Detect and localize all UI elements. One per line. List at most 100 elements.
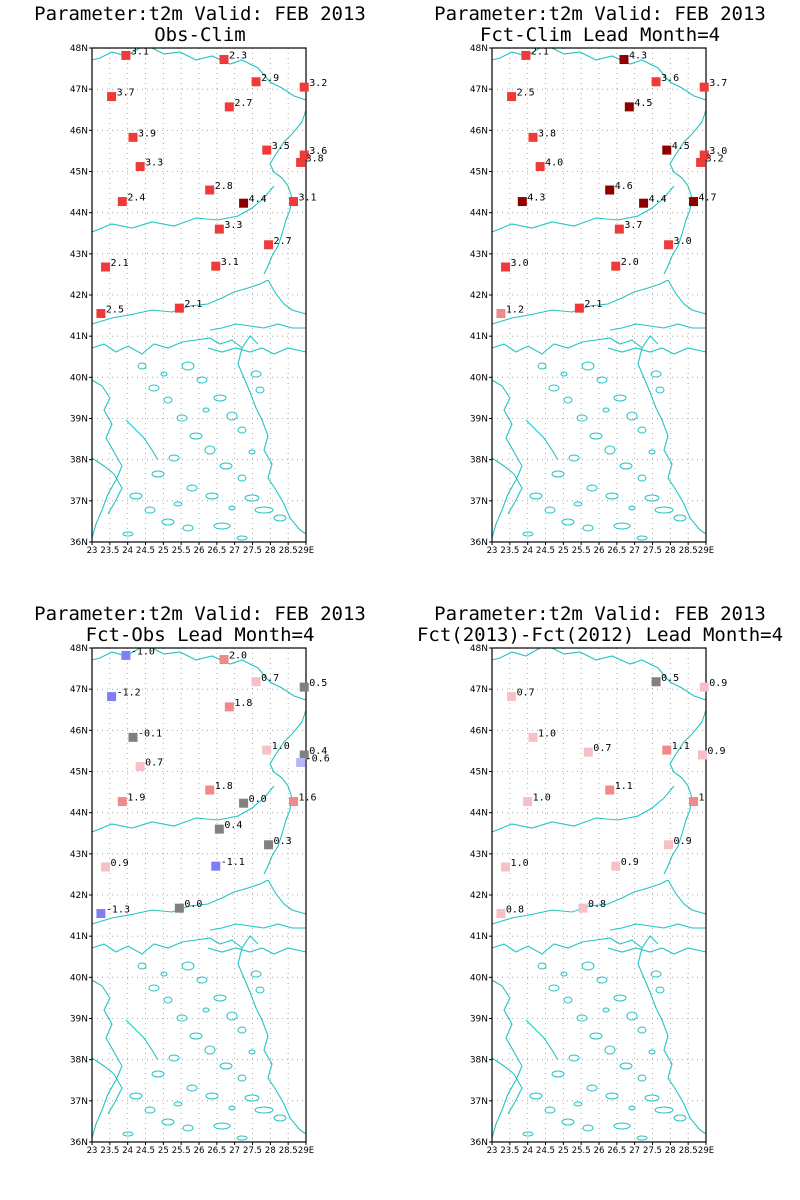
island [237, 1074, 247, 1082]
island [654, 506, 674, 514]
x-tick-label: 24.5 [536, 1146, 555, 1156]
island [628, 505, 636, 511]
station-marker [299, 82, 309, 92]
y-tick-label: 41N [70, 332, 88, 342]
island [544, 1106, 556, 1114]
island [673, 1114, 687, 1122]
station-value-label: 1.0 [272, 741, 290, 752]
station-value-label: 2.1 [531, 46, 549, 57]
island [129, 492, 143, 500]
coastline [91, 1057, 123, 1115]
station-value-label: 4.4 [649, 194, 667, 205]
coastline [267, 879, 307, 915]
map-canvas: 48N47N46N45N44N43N42N41N40N39N38N37N36N2… [470, 644, 727, 1156]
y-tick-label: 38N [470, 456, 488, 466]
coastline [491, 47, 707, 101]
station-marker [507, 92, 517, 102]
x-tick-label: 25 [158, 1146, 169, 1156]
station-value-label: 3.8 [538, 128, 556, 139]
x-tick-label: 27.5 [243, 1146, 262, 1156]
x-tick-label: 27 [629, 1146, 640, 1156]
station-value-label: 3.0 [511, 258, 529, 269]
station-marker [219, 655, 229, 665]
station-marker [128, 732, 138, 742]
x-tick-label: 25.5 [572, 546, 591, 556]
x-tick-label: 28.5 [279, 1146, 298, 1156]
station-marker [299, 150, 309, 160]
island [144, 506, 156, 514]
map-canvas: 48N47N46N45N44N43N42N41N40N39N38N37N36N2… [470, 44, 727, 556]
island [189, 432, 203, 440]
station-marker [528, 132, 538, 142]
station-value-label: 3.1 [221, 257, 239, 268]
island [522, 531, 534, 537]
x-tick-label: 26.5 [207, 546, 226, 556]
station-marker [583, 747, 593, 757]
x-tick-label: 25 [158, 546, 169, 556]
y-tick-label: 39N [70, 415, 88, 425]
y-tick-label: 44N [70, 809, 88, 819]
y-tick-label: 38N [70, 456, 88, 466]
station-value-label: 4.3 [527, 193, 545, 204]
coastline [607, 347, 707, 355]
station-value-label: 1.1 [615, 781, 633, 792]
map-panel-fct-obs: Parameter:t2m Valid: FEB 2013 Fct-Obs Le… [0, 600, 400, 1200]
station-value-label: 2.3 [229, 51, 247, 62]
station-value-label: 3.0 [674, 236, 692, 247]
station-marker [296, 757, 306, 767]
plot-frame [91, 47, 307, 543]
station-marker [205, 785, 215, 795]
island [202, 407, 210, 413]
island [273, 514, 287, 522]
island [596, 976, 608, 984]
gridlines [492, 648, 706, 1142]
y-tick-label: 45N [70, 768, 88, 778]
station-marker [517, 197, 527, 207]
station-marker [219, 55, 229, 65]
island [196, 376, 208, 384]
station-marker [299, 682, 309, 692]
coastline [91, 457, 123, 515]
x-tick-label: 24.5 [136, 546, 155, 556]
station-value-label: -0.6 [306, 753, 330, 764]
station-value-label: 3.3 [145, 158, 163, 169]
coastline [637, 947, 707, 1135]
island [522, 1131, 534, 1137]
station-value-label: 1.2 [506, 305, 524, 316]
island [213, 994, 227, 1002]
map-panel-fct-diff: Parameter:t2m Valid: FEB 2013 Fct(2013)-… [400, 600, 800, 1200]
station-value-label: 1.0 [533, 793, 551, 804]
y-tick-label: 42N [70, 891, 88, 901]
island [226, 411, 238, 421]
island [237, 1026, 247, 1034]
panel-subtitle: Obs-Clim [154, 24, 246, 46]
stations: 2.1 4.32.53.6 3.74.53.84.5 3.03.24.04.64.3 4… [496, 46, 727, 319]
station-value-label: 4.0 [545, 158, 563, 169]
y-tick-label: 47N [470, 85, 488, 95]
coastline [263, 709, 307, 875]
y-tick-label: 44N [470, 809, 488, 819]
y-tick-label: 40N [70, 973, 88, 983]
coastline [91, 185, 275, 233]
station-marker [214, 224, 224, 234]
x-tick-label: 24.5 [136, 1146, 155, 1156]
island [604, 445, 616, 455]
station-value-label: 3.8 [306, 153, 324, 164]
island [137, 962, 147, 970]
station-marker [239, 798, 249, 808]
island [168, 454, 180, 462]
x-tick-label: 25.5 [172, 546, 191, 556]
station-marker [174, 303, 184, 313]
station-value-label: -1.1 [221, 857, 245, 868]
coastline [91, 47, 307, 101]
station-marker [605, 185, 615, 195]
y-tick-label: 48N [70, 44, 88, 54]
island [204, 1045, 216, 1055]
y-tick-label: 36N [470, 1138, 488, 1148]
station-marker [619, 55, 629, 65]
island [529, 492, 543, 500]
station-value-label: 3.7 [117, 88, 135, 99]
x-tick-label: 27.5 [643, 1146, 662, 1156]
station-marker [135, 762, 145, 772]
station-marker [224, 702, 234, 712]
